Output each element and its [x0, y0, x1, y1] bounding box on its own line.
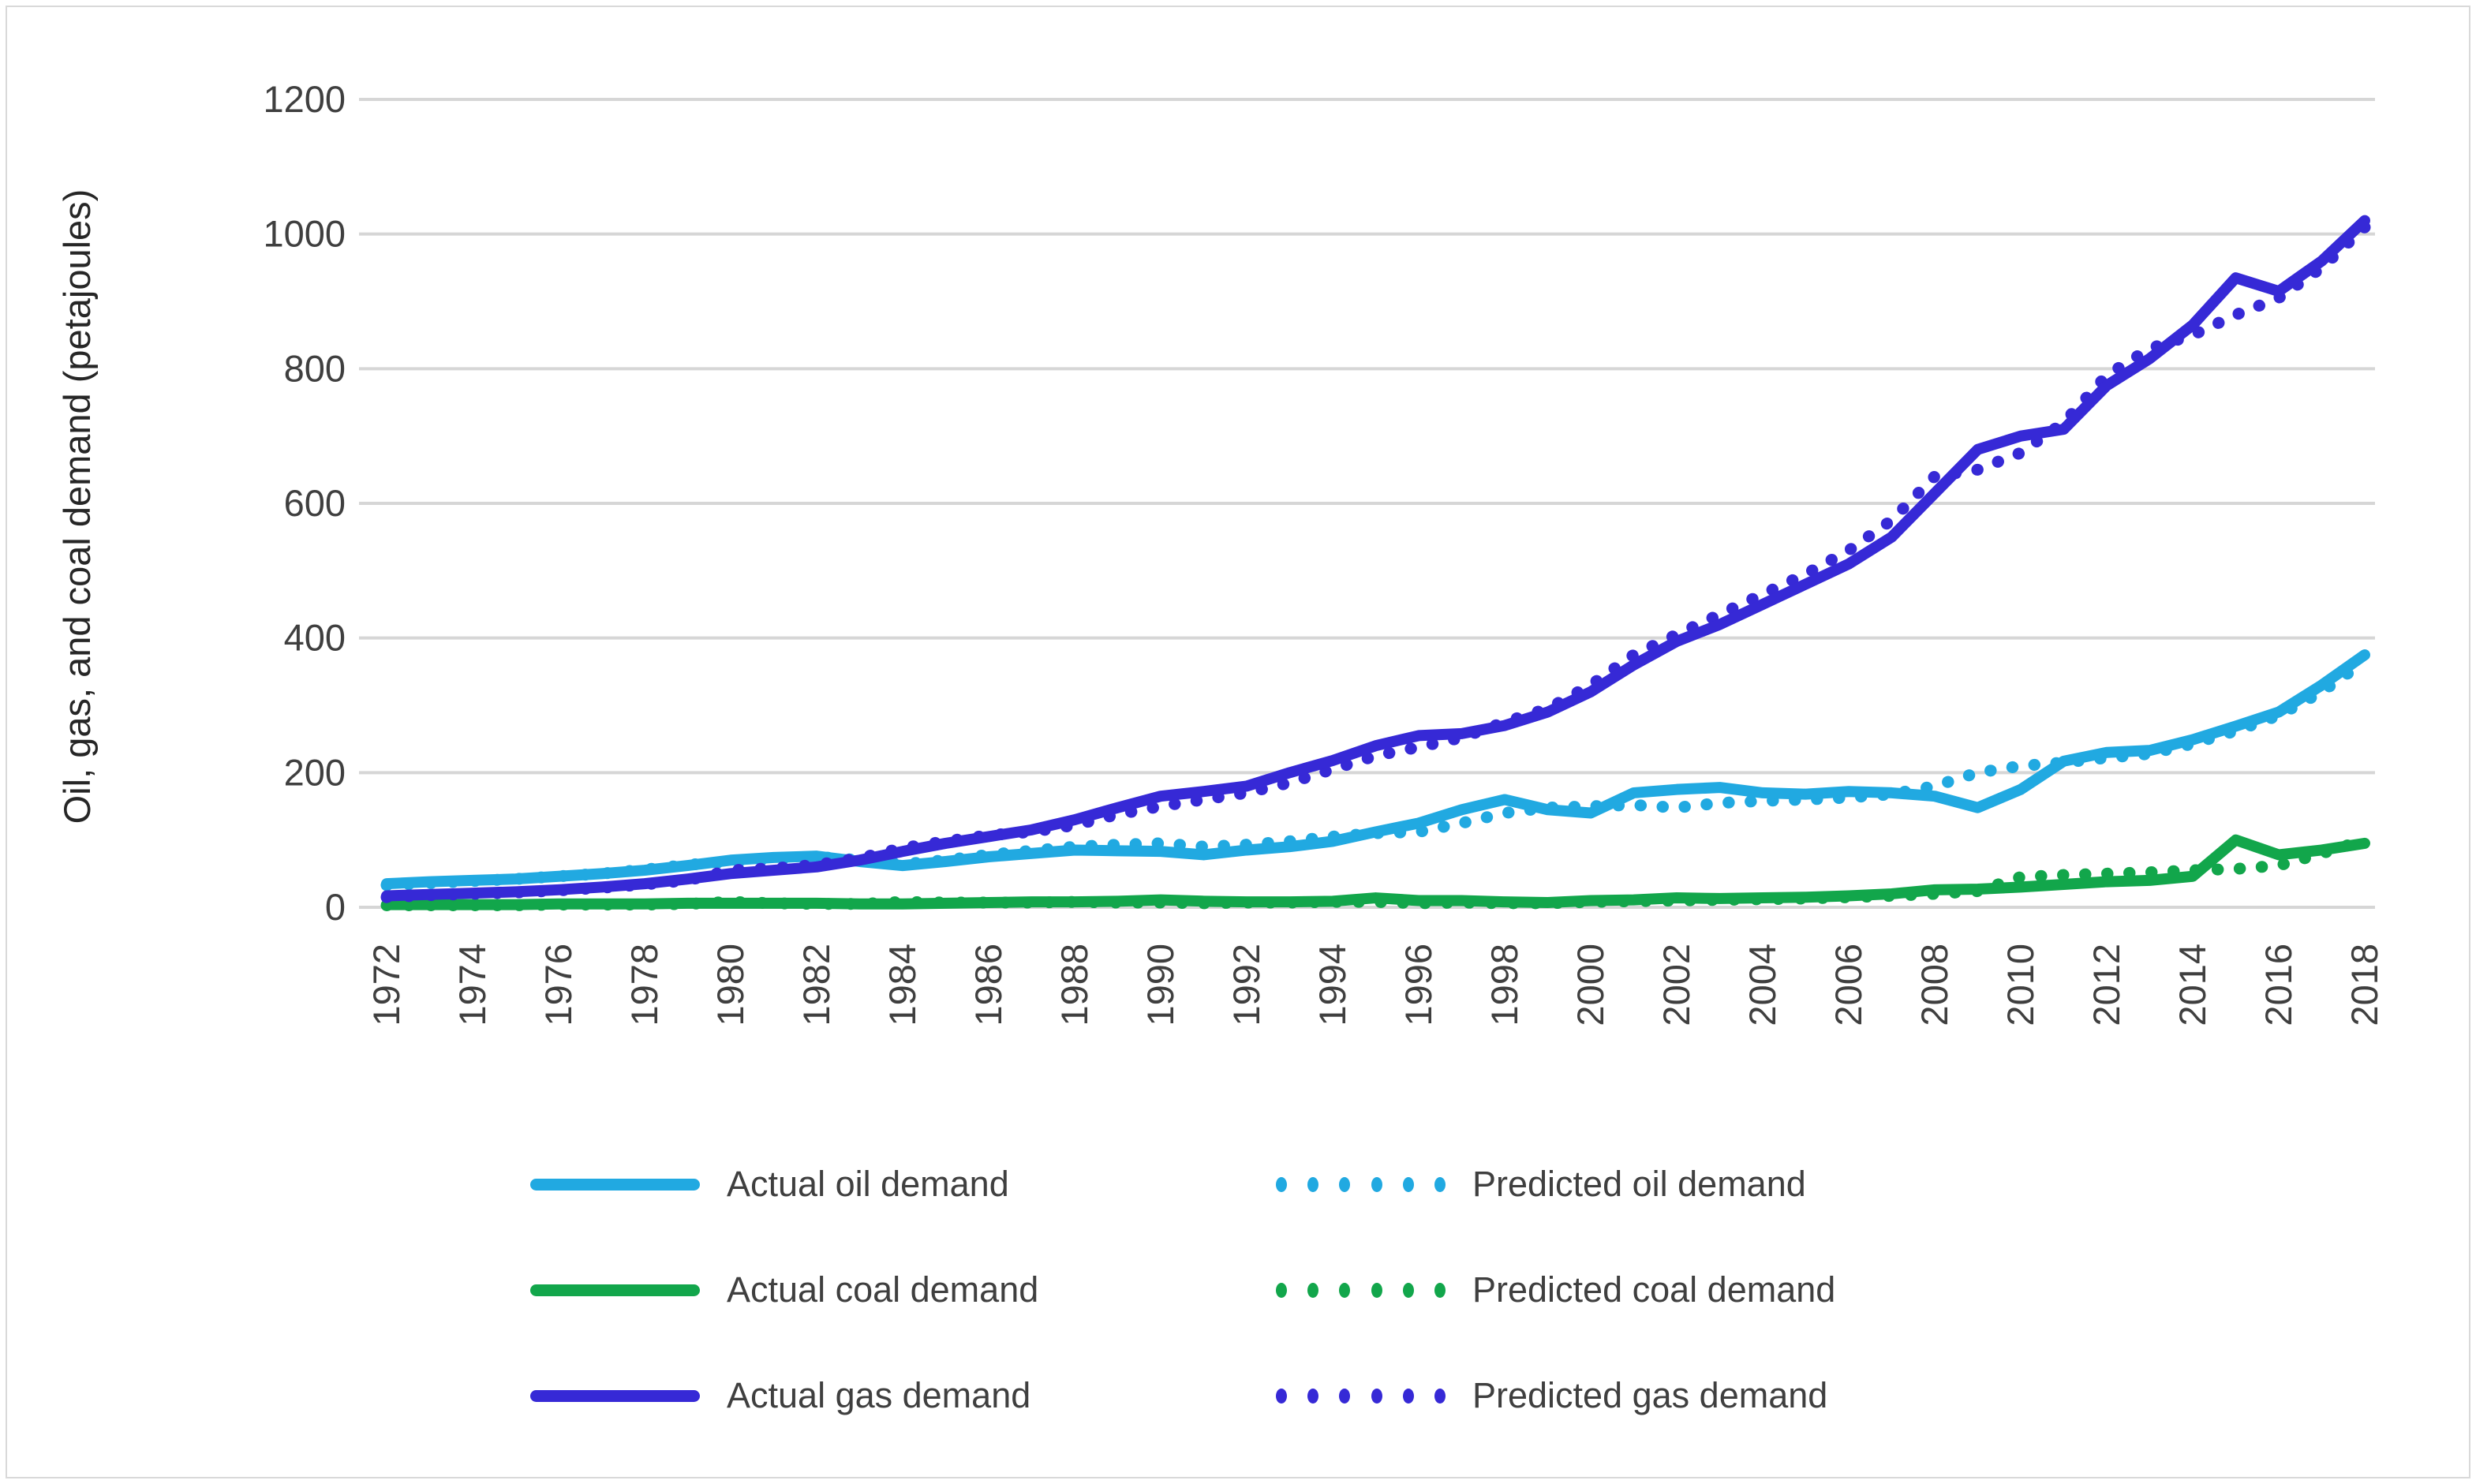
y-tick-label: 800	[284, 347, 346, 389]
predicted-coal-swatch	[1276, 1282, 1446, 1298]
legend-item-predicted-gas: Predicted gas demand	[1276, 1373, 1835, 1419]
x-tick-label: 1982	[795, 944, 837, 1026]
predicted-gas-swatch	[1276, 1388, 1446, 1404]
actual-series-line	[381, 834, 2370, 910]
legend-item-actual-coal: Actual coal demand	[530, 1267, 1276, 1313]
legend-label-predicted-gas: Predicted gas demand	[1472, 1375, 1828, 1415]
legend: Actual oil demand Predicted oil demand A…	[530, 1161, 1835, 1419]
legend-label-predicted-oil: Predicted oil demand	[1472, 1164, 1806, 1204]
legend-label-predicted-coal: Predicted coal demand	[1472, 1269, 1836, 1310]
y-tick-label: 600	[284, 482, 346, 524]
actual-oil-swatch	[530, 1178, 700, 1191]
x-tick-label: 2004	[1741, 944, 1783, 1026]
y-axis-title: Oil, gas, and coal demand (petajoules)	[56, 189, 98, 824]
legend-item-actual-gas: Actual gas demand	[530, 1373, 1276, 1419]
x-tick-label: 1984	[881, 944, 923, 1026]
y-tick-label: 0	[325, 886, 346, 928]
x-tick-label: 2002	[1655, 944, 1697, 1026]
x-tick-label: 2018	[2343, 944, 2385, 1026]
x-tick-label: 1974	[451, 944, 493, 1026]
x-tick-label: 2014	[2171, 944, 2213, 1026]
x-tick-label: 1988	[1053, 944, 1095, 1026]
x-tick-label: 1980	[709, 944, 751, 1026]
x-tick-label: 1986	[967, 944, 1009, 1026]
x-tick-label: 2006	[1827, 944, 1869, 1026]
x-tick-label: 1992	[1225, 944, 1267, 1026]
legend-label-actual-coal: Actual coal demand	[727, 1269, 1039, 1310]
y-tick-label: 200	[284, 751, 346, 793]
actual-series-line	[381, 649, 2370, 890]
x-tick-label: 1990	[1139, 944, 1181, 1026]
x-tick-label: 2012	[2085, 944, 2127, 1026]
legend-item-predicted-coal: Predicted coal demand	[1276, 1267, 1835, 1313]
y-tick-label: 1000	[263, 213, 346, 255]
predicted-series-line	[380, 221, 2371, 903]
legend-item-predicted-oil: Predicted oil demand	[1276, 1161, 1835, 1207]
y-tick-label: 1200	[263, 78, 346, 120]
x-tick-label: 1972	[365, 944, 407, 1026]
x-tick-label: 2000	[1569, 944, 1611, 1026]
actual-gas-swatch	[530, 1389, 700, 1402]
x-tick-label: 2016	[2257, 944, 2299, 1026]
legend-label-actual-gas: Actual gas demand	[727, 1375, 1031, 1415]
x-tick-label: 1994	[1311, 944, 1353, 1026]
actual-coal-swatch	[530, 1284, 700, 1296]
legend-label-actual-oil: Actual oil demand	[727, 1164, 1009, 1204]
x-tick-label: 1976	[537, 944, 579, 1026]
x-tick-label: 1978	[623, 944, 665, 1026]
x-tick-label: 1996	[1397, 944, 1439, 1026]
actual-series-line	[381, 215, 2370, 902]
x-tick-label: 2010	[1999, 944, 2041, 1026]
legend-item-actual-oil: Actual oil demand	[530, 1161, 1276, 1207]
y-tick-label: 400	[284, 617, 346, 659]
predicted-oil-swatch	[1276, 1176, 1446, 1192]
x-tick-label: 2008	[1913, 944, 1955, 1026]
x-tick-label: 1998	[1483, 944, 1525, 1026]
